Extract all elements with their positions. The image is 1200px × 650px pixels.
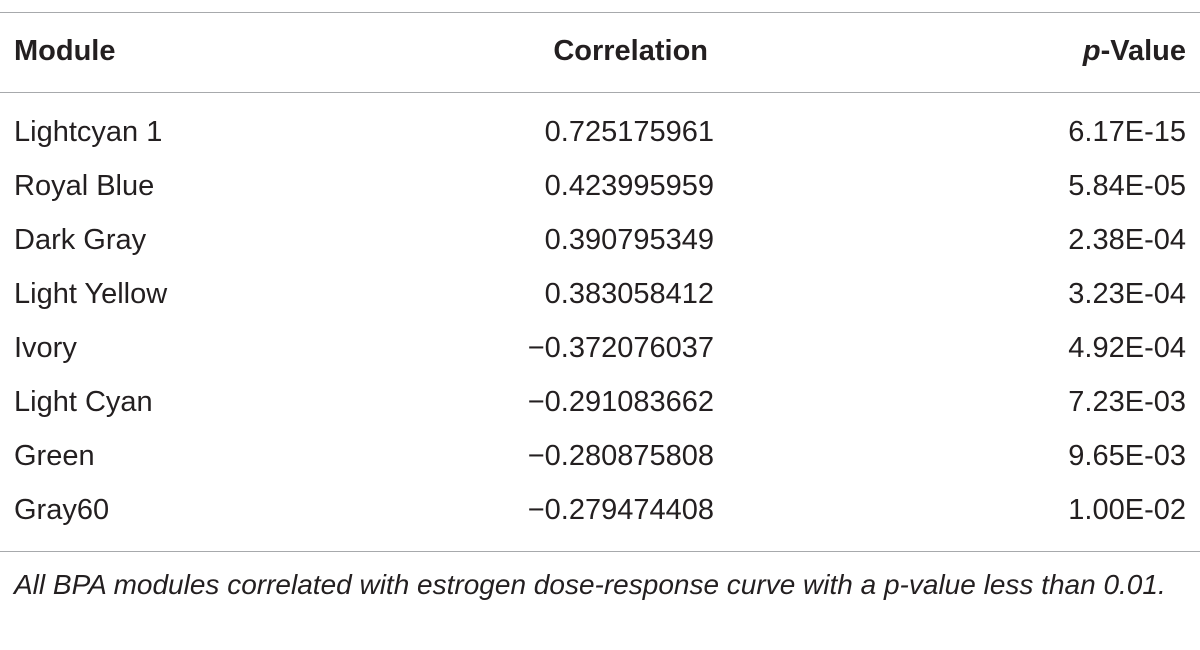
pvalue-cell: 9.65E-03 (1068, 440, 1186, 472)
table-header-row: Module Correlation p-Value (0, 24, 1200, 78)
module-cell: Royal Blue (14, 170, 155, 202)
pvalue-cell: 5.84E-05 (1068, 170, 1186, 202)
correlation-cell: −0.372076037 (527, 332, 714, 364)
correlation-cell: 0.423995959 (544, 170, 714, 202)
table-row: Green −0.280875808 9.65E-03 (0, 429, 1200, 483)
table-row: Light Cyan −0.291083662 7.23E-03 (0, 375, 1200, 429)
pvalue-cell: 4.92E-04 (1068, 332, 1186, 364)
module-cell: Lightcyan 1 (14, 116, 163, 148)
pvalue-cell: 3.23E-04 (1068, 278, 1186, 310)
module-cell: Ivory (14, 332, 77, 364)
table-row: Royal Blue 0.423995959 5.84E-05 (0, 159, 1200, 213)
pvalue-cell: 1.00E-02 (1068, 494, 1186, 526)
header-pvalue-rest: -Value (1100, 35, 1186, 67)
correlation-cell: −0.279474408 (527, 494, 714, 526)
table-bottom-rule (0, 551, 1200, 552)
header-pvalue-italic: p (1082, 35, 1101, 67)
table-row: Gray60 −0.279474408 1.00E-02 (0, 483, 1200, 537)
table-row: Dark Gray 0.390795349 2.38E-04 (0, 213, 1200, 267)
header-pvalue: p-Value (1083, 24, 1186, 78)
correlation-cell: 0.390795349 (544, 224, 714, 256)
table-footnote: All BPA modules correlated with estrogen… (14, 569, 1166, 600)
table-row: Light Yellow 0.383058412 3.23E-04 (0, 267, 1200, 321)
pvalue-cell: 2.38E-04 (1068, 224, 1186, 256)
correlation-cell: 0.383058412 (544, 278, 714, 310)
correlation-cell: −0.291083662 (527, 386, 714, 418)
table-top-rule (0, 12, 1200, 13)
header-module: Module (14, 35, 116, 67)
module-cell: Green (14, 440, 95, 472)
pvalue-cell: 7.23E-03 (1068, 386, 1186, 418)
table-row: Ivory −0.372076037 4.92E-04 (0, 321, 1200, 375)
table-row: Lightcyan 1 0.725175961 6.17E-15 (0, 105, 1200, 159)
header-correlation: Correlation (553, 35, 708, 67)
module-cell: Dark Gray (14, 224, 147, 256)
pvalue-cell: 6.17E-15 (1068, 116, 1186, 148)
table-header-rule (0, 92, 1200, 93)
correlation-cell: −0.280875808 (527, 440, 714, 472)
module-cell: Light Yellow (14, 278, 168, 310)
module-cell: Light Cyan (14, 386, 153, 418)
module-cell: Gray60 (14, 494, 110, 526)
correlation-cell: 0.725175961 (544, 116, 714, 148)
